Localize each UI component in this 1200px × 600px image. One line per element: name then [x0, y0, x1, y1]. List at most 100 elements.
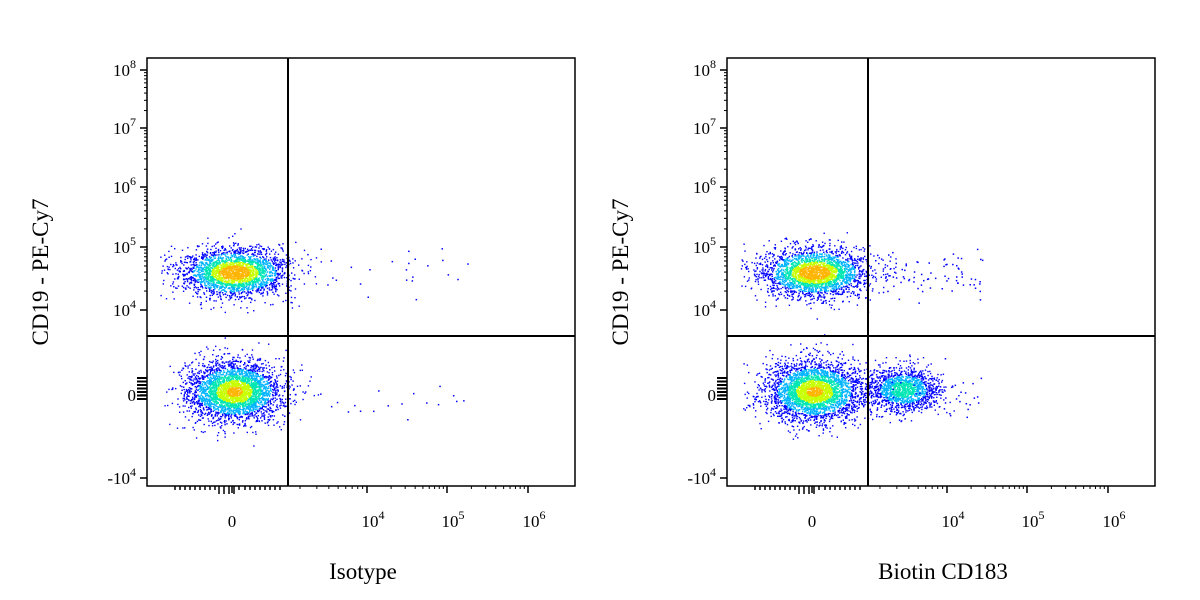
- event-point: [219, 388, 222, 390]
- event-point: [178, 270, 180, 272]
- event-point: [223, 280, 226, 282]
- event-point: [222, 396, 224, 398]
- event-point: [182, 278, 185, 281]
- event-point: [224, 247, 226, 250]
- event-point: [256, 365, 258, 367]
- event-point: [244, 405, 247, 407]
- event-point: [233, 273, 235, 276]
- event-point: [253, 445, 255, 447]
- event-point: [184, 274, 186, 277]
- event-point: [220, 355, 223, 358]
- event-point: [264, 269, 266, 272]
- event-point: [238, 264, 241, 267]
- event-point: [195, 275, 197, 278]
- event-point: [262, 256, 265, 259]
- event-point: [277, 259, 279, 262]
- event-point: [254, 404, 257, 407]
- event-point: [263, 281, 265, 283]
- event-point: [258, 393, 260, 395]
- event-point: [250, 375, 252, 378]
- event-point: [231, 367, 234, 369]
- event-point: [251, 406, 253, 409]
- event-point: [284, 390, 286, 392]
- event-point: [258, 272, 260, 275]
- event-point: [198, 419, 200, 421]
- event-point: [229, 264, 232, 266]
- event-point: [216, 271, 219, 273]
- event-point: [257, 386, 260, 388]
- event-point: [269, 280, 272, 282]
- event-point: [213, 292, 215, 294]
- event-point: [260, 390, 262, 393]
- event-point: [256, 364, 258, 366]
- event-point: [190, 390, 192, 393]
- event-point: [262, 280, 264, 282]
- event-point: [274, 391, 277, 393]
- event-point: [187, 377, 189, 379]
- event-point: [220, 410, 222, 412]
- event-point: [252, 379, 254, 381]
- event-point: [251, 413, 254, 415]
- event-point: [236, 380, 238, 383]
- event-point: [265, 249, 268, 251]
- event-point: [257, 395, 259, 398]
- event-point: [263, 282, 265, 284]
- event-point: [251, 382, 253, 385]
- event-point: [232, 266, 234, 269]
- event-point: [283, 272, 286, 274]
- event-point: [220, 427, 222, 429]
- event-point: [260, 272, 262, 274]
- event-point: [214, 287, 216, 290]
- event-point: [226, 276, 229, 278]
- event-point: [197, 293, 199, 295]
- event-point: [221, 277, 223, 280]
- event-point: [189, 379, 192, 381]
- event-point: [267, 390, 270, 392]
- event-point: [202, 254, 204, 256]
- event-point: [201, 285, 203, 287]
- event-point: [177, 285, 180, 287]
- event-point: [220, 377, 222, 379]
- event-point: [248, 408, 250, 411]
- event-point: [226, 294, 229, 297]
- event-point: [239, 297, 241, 299]
- event-point: [186, 278, 189, 280]
- event-point: [269, 369, 271, 371]
- event-point: [230, 289, 232, 291]
- event-point: [205, 256, 208, 259]
- event-point: [198, 414, 200, 416]
- event-point: [224, 406, 226, 408]
- event-point: [277, 268, 279, 271]
- event-point: [235, 414, 237, 416]
- event-point: [230, 410, 232, 412]
- event-point: [218, 377, 221, 379]
- event-point: [194, 281, 196, 283]
- event-point: [245, 382, 247, 385]
- event-point: [253, 364, 255, 366]
- event-point: [222, 389, 225, 391]
- event-point: [268, 375, 270, 378]
- event-point: [247, 286, 250, 289]
- event-point: [249, 390, 252, 393]
- event-point: [202, 273, 204, 275]
- event-point: [213, 395, 215, 397]
- event-point: [210, 260, 213, 263]
- event-point: [236, 261, 238, 263]
- event-point: [226, 282, 228, 284]
- event-point: [170, 255, 173, 258]
- event-point: [254, 398, 256, 401]
- event-point: [225, 402, 227, 404]
- event-point: [227, 353, 229, 355]
- event-point: [168, 256, 170, 258]
- event-point: [225, 391, 227, 394]
- event-point: [226, 280, 228, 283]
- event-point: [205, 258, 207, 260]
- event-point: [221, 384, 223, 386]
- event-point: [248, 256, 250, 258]
- event-point: [189, 402, 192, 404]
- event-point: [219, 262, 221, 264]
- event-point: [281, 247, 283, 249]
- event-point: [232, 293, 234, 295]
- event-point: [265, 392, 267, 394]
- event-point: [205, 287, 208, 290]
